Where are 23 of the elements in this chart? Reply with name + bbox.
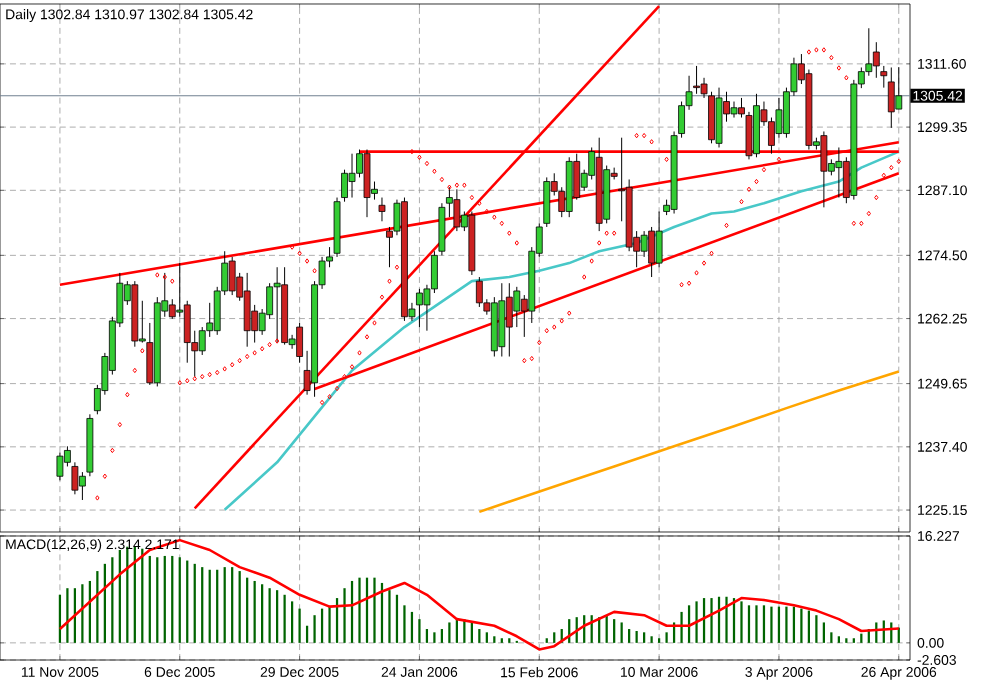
candlestick	[378, 197, 386, 222]
candlestick	[753, 93, 760, 158]
candlestick	[475, 276, 483, 308]
candlestick	[887, 66, 895, 129]
candlestick	[648, 226, 656, 278]
candlestick	[363, 149, 371, 218]
candlestick	[243, 272, 251, 348]
candlestick	[895, 66, 903, 110]
line-series	[223, 150, 901, 512]
candlestick	[820, 130, 828, 208]
line-series	[478, 370, 901, 514]
candlestick	[416, 288, 423, 328]
candlestick	[835, 146, 843, 199]
candlestick	[453, 188, 461, 232]
candlestick	[715, 87, 723, 148]
candlestick	[56, 452, 64, 481]
candlestick	[348, 153, 356, 199]
candlestick	[655, 210, 663, 268]
candlestick	[505, 282, 513, 358]
candlestick	[498, 282, 506, 358]
candlestick	[228, 256, 236, 296]
candlestick	[273, 266, 281, 344]
candlestick	[730, 101, 738, 119]
